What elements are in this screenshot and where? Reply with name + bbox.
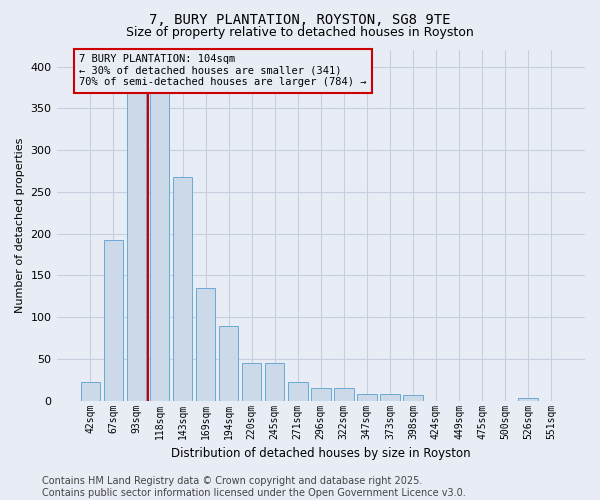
Bar <box>403 395 423 400</box>
Text: Contains HM Land Registry data © Crown copyright and database right 2025.
Contai: Contains HM Land Registry data © Crown c… <box>42 476 466 498</box>
Bar <box>334 388 353 400</box>
Bar <box>127 92 146 401</box>
Bar <box>518 398 538 400</box>
Bar <box>149 92 169 401</box>
Bar <box>265 363 284 401</box>
Text: 7 BURY PLANTATION: 104sqm
← 30% of detached houses are smaller (341)
70% of semi: 7 BURY PLANTATION: 104sqm ← 30% of detac… <box>79 54 367 88</box>
Bar <box>80 382 100 400</box>
Bar <box>219 326 238 400</box>
Bar <box>380 394 400 400</box>
Bar <box>242 363 262 401</box>
Text: 7, BURY PLANTATION, ROYSTON, SG8 9TE: 7, BURY PLANTATION, ROYSTON, SG8 9TE <box>149 12 451 26</box>
Bar <box>173 177 193 400</box>
Bar <box>196 288 215 401</box>
Y-axis label: Number of detached properties: Number of detached properties <box>15 138 25 313</box>
X-axis label: Distribution of detached houses by size in Royston: Distribution of detached houses by size … <box>171 447 470 460</box>
Text: Size of property relative to detached houses in Royston: Size of property relative to detached ho… <box>126 26 474 39</box>
Bar <box>288 382 308 400</box>
Bar <box>357 394 377 400</box>
Bar <box>311 388 331 400</box>
Bar <box>104 240 123 400</box>
